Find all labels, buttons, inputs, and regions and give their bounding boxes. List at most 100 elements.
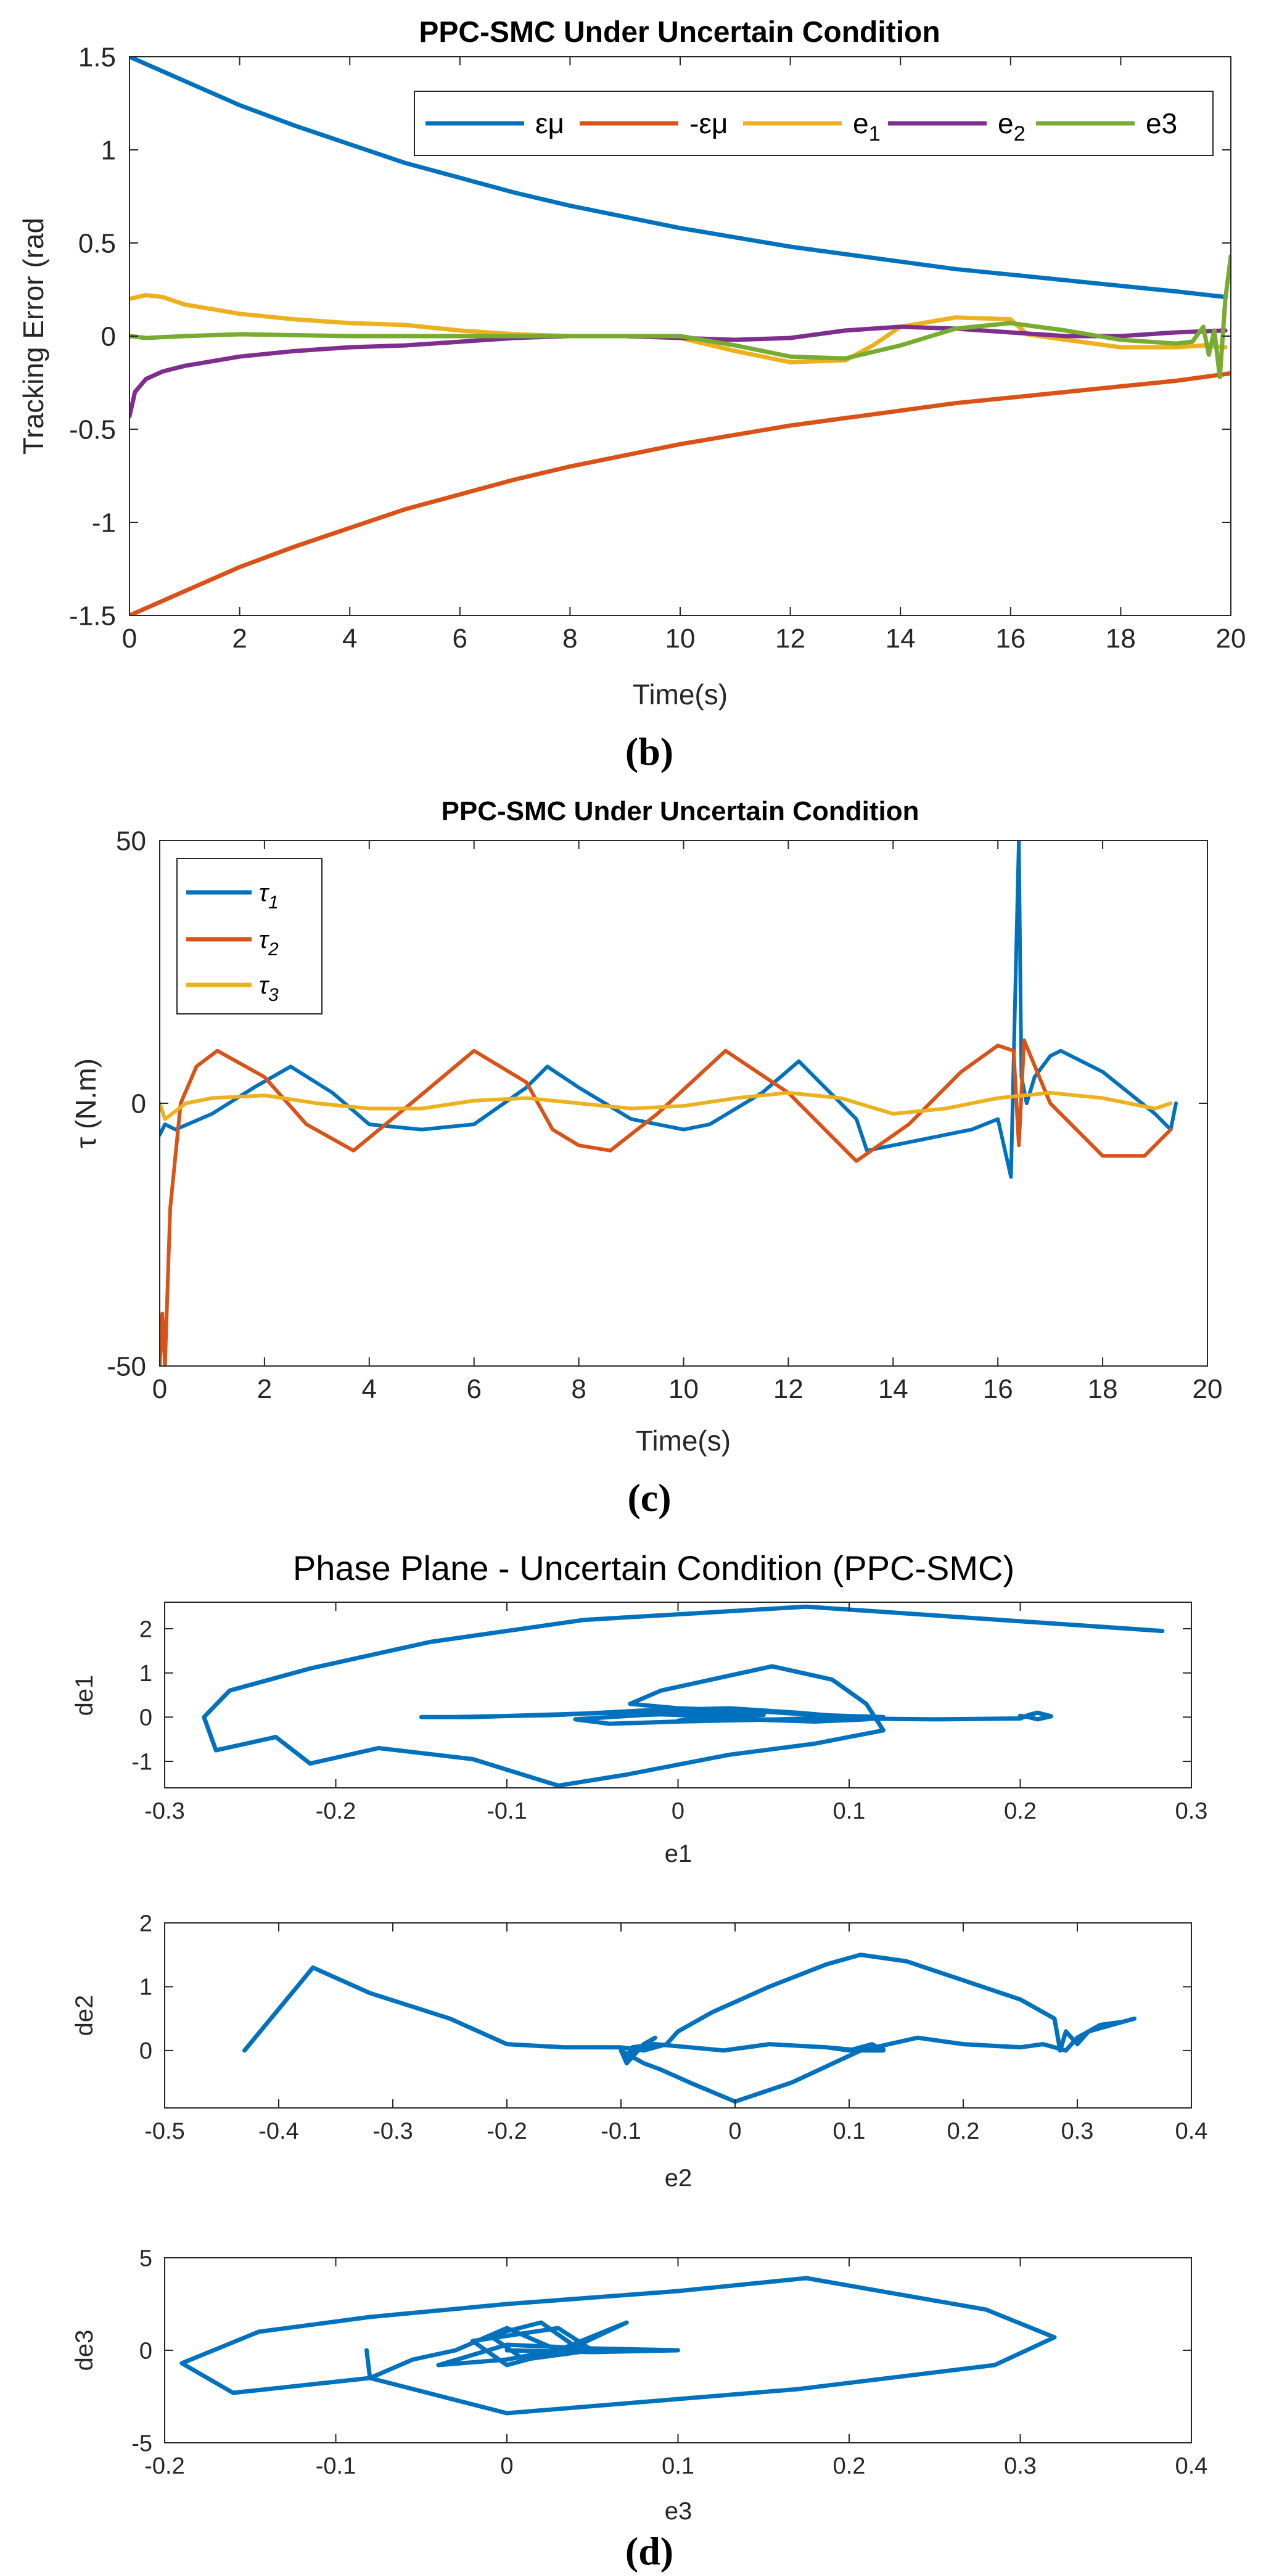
x-axis-label: e1: [665, 1840, 693, 1867]
y-tick-label: 0: [139, 2038, 152, 2064]
x-tick-label: 0.1: [662, 2453, 694, 2479]
y-axis-label: τ (N.m): [70, 1058, 102, 1148]
x-tick-label: 10: [665, 623, 696, 654]
chart-title: PPC-SMC Under Uncertain Condition: [442, 796, 919, 826]
legend: εμ -εμ e1 e2 e3: [414, 91, 1214, 156]
series-line-trajectory: [202, 1604, 1165, 1788]
x-axis-label: e3: [665, 2498, 693, 2525]
y-tick-label: 2: [139, 1616, 152, 1642]
series-line-series-5: [129, 253, 1231, 379]
chart-tracking-error: PPC-SMC Under Uncertain Condition 0 2 4 6 8 1…: [17, 16, 1246, 710]
caption-d: (d): [625, 2529, 673, 2573]
y-tick-label: 2: [139, 1911, 152, 1936]
x-tick-label: -0.2: [316, 1798, 356, 1824]
legend-label-e2: e2: [998, 107, 1026, 146]
x-tick-label: 8: [571, 1374, 586, 1404]
y-tick-label: 1.5: [78, 42, 116, 72]
y-axis-label: de2: [71, 1995, 98, 2036]
y-tick-label: -50: [107, 1351, 146, 1381]
x-tick-label: 10: [668, 1374, 699, 1404]
x-tick-label: -0.2: [487, 2118, 527, 2144]
x-tick-label: 0: [122, 623, 137, 654]
legend-label-e1: e1: [853, 107, 881, 146]
chart-phase-plane-e1: -0.3 -0.2 -0.1 0 0.1 0.2 0.3 -1 0 1 2 e1 de1: [71, 1602, 1207, 1867]
x-tick-label: 12: [775, 623, 805, 654]
x-tick-label: 0.4: [1175, 2453, 1208, 2479]
chart-title: PPC-SMC Under Uncertain Condition: [419, 16, 940, 49]
x-tick-label: 14: [878, 1374, 908, 1404]
x-tick-label: 2: [232, 623, 247, 654]
chart-torque: PPC-SMC Under Uncertain Condition 0 2 4 6 8 1…: [70, 796, 1222, 1457]
legend-label-eps-mu: εμ: [535, 107, 564, 139]
y-tick-label: 0: [101, 321, 116, 352]
series-line-trajectory: [242, 1953, 1137, 2104]
legend-label-tau2: τ2: [259, 926, 279, 960]
x-tick-label: -0.1: [601, 2118, 641, 2144]
series-line-series-2: [129, 371, 1231, 615]
x-tick-label: -0.5: [144, 2118, 184, 2144]
y-tick-label: 5: [139, 2245, 152, 2271]
x-tick-label: 0.3: [1061, 2118, 1094, 2144]
x-tick-label: -0.1: [487, 1798, 527, 1824]
x-tick-label: 0: [728, 2118, 741, 2144]
x-tick-label: 4: [342, 623, 357, 654]
x-axis-label: e2: [665, 2165, 693, 2192]
x-tick-label: -0.2: [144, 2453, 184, 2479]
y-tick-label: 1: [139, 1975, 152, 2001]
legend: τ1 τ2 τ3: [176, 858, 323, 1014]
series-line-series-3: [129, 293, 1228, 364]
x-tick-label: 20: [1193, 1374, 1223, 1404]
x-tick-label: 4: [362, 1374, 377, 1404]
y-tick-label: -5: [131, 2430, 152, 2456]
legend-label-tau3: τ3: [259, 972, 279, 1005]
x-tick-label: -0.1: [316, 2453, 356, 2479]
x-tick-label: 0.2: [1004, 1798, 1037, 1824]
y-tick-label: 50: [116, 826, 146, 856]
legend-label-e3: e3: [1146, 107, 1177, 139]
x-tick-label: 0.1: [833, 1798, 866, 1824]
y-tick-label: -1.5: [69, 601, 116, 631]
x-tick-label: 8: [562, 623, 577, 654]
y-tick-label: 1: [101, 135, 116, 165]
x-tick-label: 2: [257, 1374, 272, 1404]
x-tick-label: 16: [983, 1374, 1013, 1404]
x-tick-label: -0.4: [258, 2118, 298, 2144]
x-tick-label: 6: [453, 623, 467, 654]
series-line-series-2: [160, 1038, 1173, 1366]
x-tick-label: 0.2: [947, 2118, 980, 2144]
x-tick-label: 20: [1216, 623, 1246, 654]
x-tick-label: 0.3: [1175, 1798, 1208, 1824]
x-tick-label: 16: [995, 623, 1026, 654]
x-tick-label: -0.3: [372, 2118, 413, 2144]
x-axis-label: Time(s): [636, 1425, 731, 1457]
y-tick-label: -1: [131, 1749, 152, 1775]
y-tick-label: 0: [131, 1088, 146, 1119]
legend-label-tau1: τ1: [259, 879, 279, 913]
series-line-trajectory: [179, 2276, 1057, 2416]
y-axis-label: de1: [71, 1675, 98, 1716]
x-tick-label: 0: [152, 1374, 167, 1404]
y-axis-label: Tracking Error (rad: [17, 218, 49, 455]
x-tick-label: 18: [1106, 623, 1136, 654]
series-line-series-3: [160, 1091, 1173, 1121]
series-line-series-1: [129, 57, 1228, 300]
x-tick-label: 0.3: [1004, 2453, 1037, 2479]
x-tick-label: 12: [773, 1374, 804, 1404]
x-tick-label: 18: [1088, 1374, 1118, 1404]
y-tick-label: 0.5: [78, 228, 116, 258]
x-tick-label: 0.1: [833, 2118, 866, 2144]
caption-b: (b): [625, 730, 673, 773]
plot-area: [164, 1922, 1192, 2109]
legend-label-neg-eps-mu: -εμ: [689, 107, 728, 139]
y-tick-label: -0.5: [69, 414, 116, 445]
x-tick-label: 0: [672, 1798, 684, 1824]
y-tick-label: 0: [139, 1705, 152, 1731]
x-tick-label: -0.3: [144, 1798, 184, 1824]
x-tick-label: 14: [886, 623, 916, 654]
y-tick-label: -1: [92, 508, 116, 538]
phase-plane-title: Phase Plane - Uncertain Condition (PPC-S…: [293, 1549, 1014, 1587]
x-tick-label: 0.4: [1175, 2118, 1208, 2144]
chart-phase-plane-e3: -0.2 -0.1 0 0.1 0.2 0.3 0.4 -5 0 5 e3 de3: [71, 2245, 1207, 2525]
caption-c: (c): [627, 1476, 671, 1520]
